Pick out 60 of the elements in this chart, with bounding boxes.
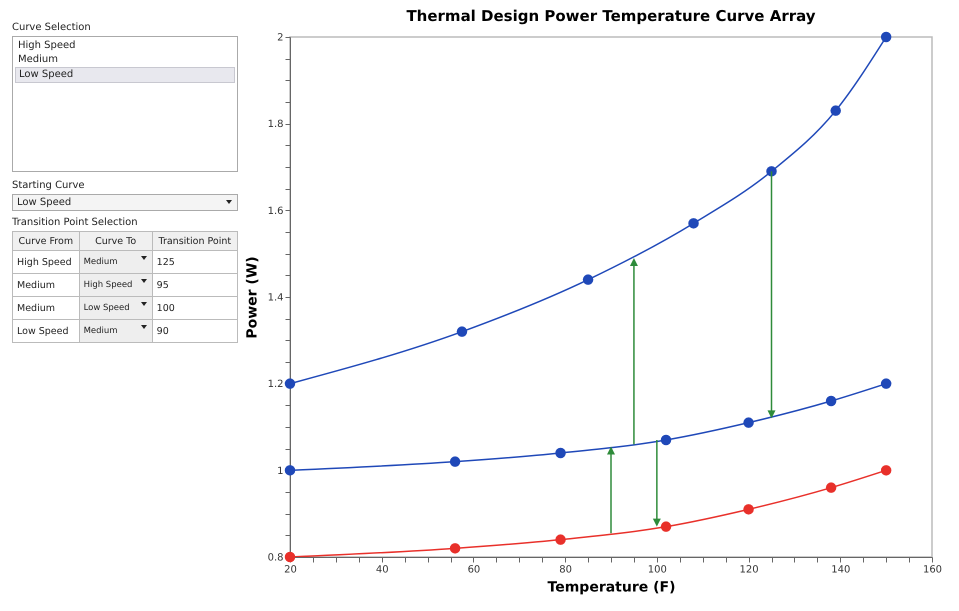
point [830, 105, 841, 116]
point [826, 482, 836, 493]
chart-title: Thermal Design Power Temperature Curve Array [406, 6, 816, 25]
text: Low Speed [17, 326, 69, 336]
x-tick-label: 100 [648, 564, 667, 576]
x-tick-label: 80 [559, 564, 572, 576]
y-axis-title: Power (W) [244, 256, 261, 339]
point [450, 456, 460, 467]
y-tick-label: 0.8 [268, 552, 284, 564]
text: Transition Point [158, 236, 232, 246]
text: Curve Selection [12, 22, 91, 33]
text: Transition Point Selection [12, 217, 138, 228]
text: 125 [156, 256, 175, 268]
text: Curve To [95, 236, 136, 246]
point [880, 32, 892, 42]
text: Medium [17, 280, 55, 290]
text: High Speed [18, 40, 76, 51]
point [660, 434, 672, 446]
text: Curve From [18, 236, 74, 246]
point [450, 543, 460, 554]
text: 95 [156, 280, 169, 290]
x-tick-label: 160 [922, 564, 942, 576]
y-tick-label: 2 [277, 32, 284, 44]
point [582, 274, 594, 285]
point [456, 326, 468, 337]
text: Low Speed [19, 69, 74, 80]
point [880, 378, 892, 389]
point [284, 465, 296, 476]
x-tick-label: 140 [831, 564, 850, 576]
text: Low Speed [84, 303, 130, 313]
point [555, 448, 566, 458]
point [284, 552, 296, 562]
x-tick-label: 120 [740, 564, 759, 576]
point [826, 396, 836, 406]
text: Starting Curve [12, 180, 85, 191]
point [743, 417, 754, 428]
y-tick-label: 1.8 [268, 119, 284, 130]
y-tick-label: 1.6 [268, 206, 284, 217]
text: Medium [18, 54, 58, 65]
text: Medium [84, 326, 118, 336]
y-tick-label: 1.2 [268, 379, 284, 390]
text: Low Speed [17, 197, 72, 208]
x-axis-title: Temperature (F) [548, 580, 676, 596]
y-tick-label: 1.4 [268, 292, 284, 304]
point [688, 218, 699, 229]
x-tick-label: 60 [468, 564, 480, 576]
text: 90 [156, 326, 169, 336]
point [880, 465, 892, 476]
x-tick-label: 40 [376, 564, 389, 576]
text: Medium [84, 257, 118, 267]
text: High Speed [17, 256, 72, 268]
text: High Speed [84, 280, 132, 290]
point [660, 521, 672, 532]
x-tick-label: 20 [284, 564, 297, 576]
point [555, 534, 566, 545]
point [743, 504, 754, 515]
text: Medium [17, 302, 55, 314]
point [284, 378, 296, 389]
text: 100 [156, 302, 175, 314]
y-tick-label: 1 [277, 466, 284, 477]
